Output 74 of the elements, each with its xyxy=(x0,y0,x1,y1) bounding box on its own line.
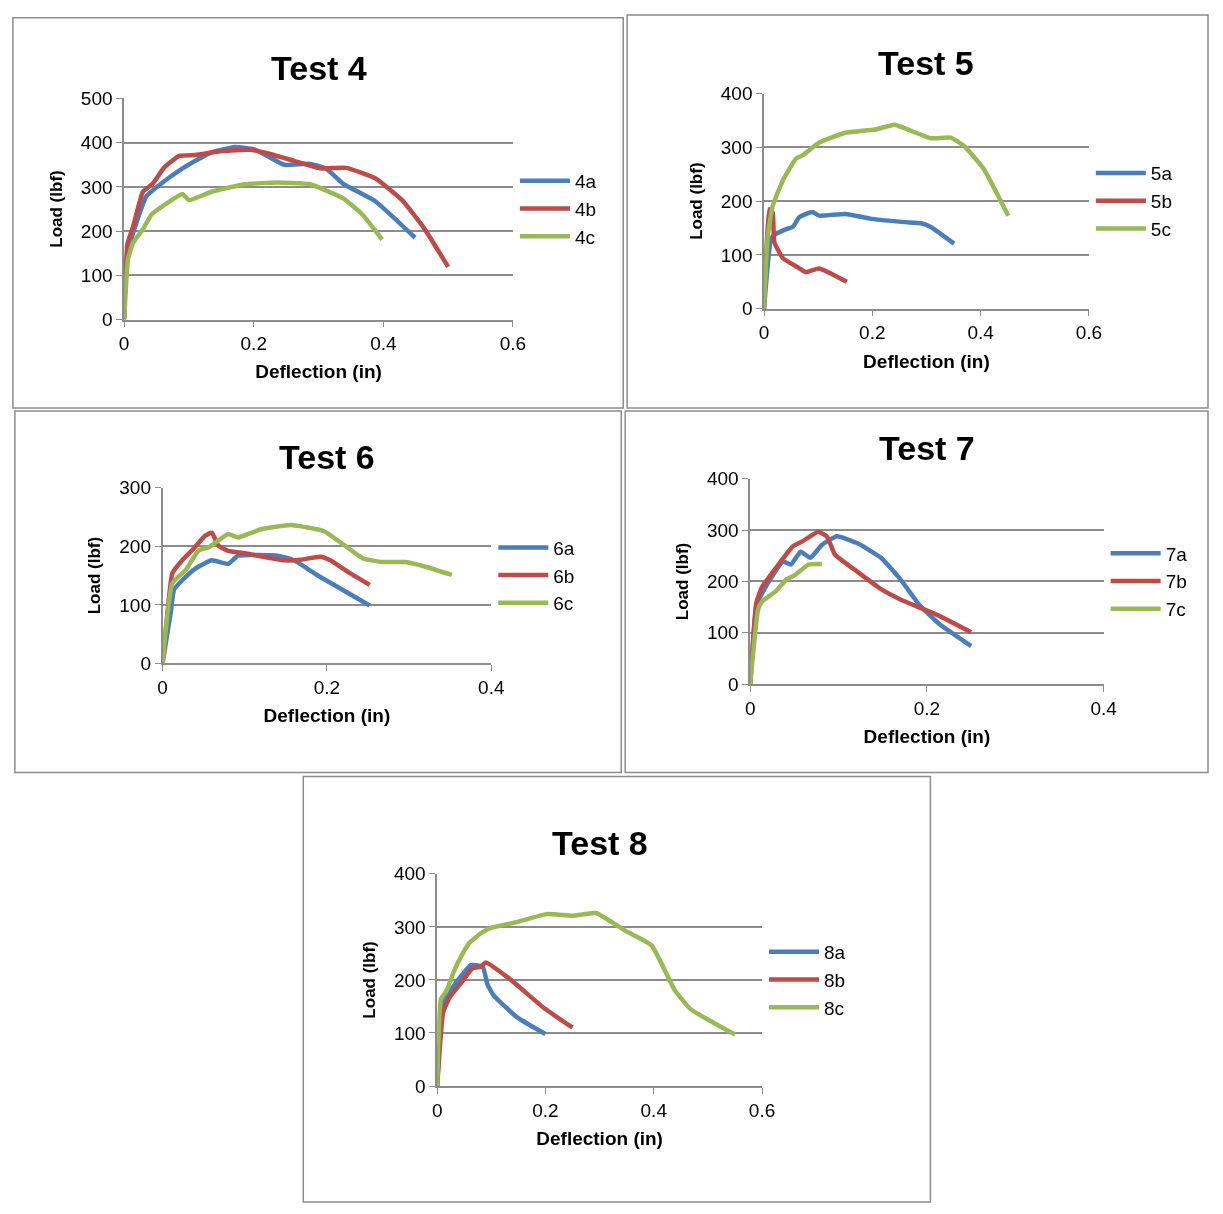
y-axis-title: Load (lbf) xyxy=(85,536,105,615)
legend-label: 4a xyxy=(574,171,597,193)
y-axis-title: Load (lbf) xyxy=(359,941,379,1019)
x-tick-label: 0.6 xyxy=(499,333,527,355)
x-tick-label: 0 xyxy=(431,1099,443,1121)
y-tick-label: 100 xyxy=(706,622,739,644)
line-series xyxy=(750,561,825,685)
x-tick-label: 0.2 xyxy=(313,677,341,699)
y-tick-label: 400 xyxy=(720,83,753,105)
legend-label: 7b xyxy=(1165,571,1187,593)
x-tick-label: 0.4 xyxy=(478,677,505,699)
legend-label: 6b xyxy=(553,565,575,587)
legend-label: 6c xyxy=(553,593,574,615)
y-tick-label: 500 xyxy=(80,88,113,110)
legend-label: 6a xyxy=(553,537,575,559)
chart-title: Test 5 xyxy=(878,44,974,82)
x-tick-label: 0.2 xyxy=(240,333,267,355)
y-tick-label: 400 xyxy=(706,468,739,490)
legend-label: 5c xyxy=(1150,218,1171,240)
y-tick-label: 0 xyxy=(415,1075,426,1097)
y-tick-label: 400 xyxy=(393,863,426,885)
line-series xyxy=(764,122,1011,309)
x-tick-label: 0.2 xyxy=(532,1099,559,1121)
y-tick-label: 200 xyxy=(80,220,113,242)
y-axis-title: Load (lbf) xyxy=(46,170,66,248)
x-axis-title: Deflection (in) xyxy=(863,350,990,372)
legend-label: 8c xyxy=(824,997,845,1019)
legend-label: 4c xyxy=(574,226,596,248)
line-series xyxy=(124,180,385,320)
y-tick-label: 100 xyxy=(720,244,753,266)
x-tick-label: 0 xyxy=(758,322,770,344)
y-tick-label: 100 xyxy=(119,594,151,616)
legend-label: 5b xyxy=(1150,191,1172,213)
legend-label: 4b xyxy=(574,198,597,220)
y-axis-title: Load (lbf) xyxy=(686,162,706,240)
y-tick-label: 200 xyxy=(706,571,739,593)
chart-title: Test 7 xyxy=(879,429,975,467)
legend-label: 7a xyxy=(1165,543,1188,565)
y-tick-label: 100 xyxy=(80,264,113,286)
y-tick-label: 100 xyxy=(393,1022,426,1044)
y-tick-label: 300 xyxy=(119,477,151,499)
legend-label: 8b xyxy=(824,969,846,991)
x-axis-title: Deflection (in) xyxy=(255,361,382,383)
y-tick-label: 0 xyxy=(140,653,151,675)
line-series xyxy=(162,522,455,664)
x-tick-label: 0.4 xyxy=(967,322,995,344)
x-tick-label: 0.6 xyxy=(1075,322,1103,344)
legend-label: 5a xyxy=(1150,163,1173,185)
x-tick-label: 0.4 xyxy=(370,333,397,355)
y-tick-label: 200 xyxy=(393,969,426,991)
chart-title: Test 6 xyxy=(279,438,375,476)
legend-label: 8a xyxy=(824,942,846,964)
y-tick-label: 300 xyxy=(706,519,739,541)
y-tick-label: 400 xyxy=(80,132,113,154)
x-tick-label: 0.6 xyxy=(748,1099,776,1121)
y-tick-label: 0 xyxy=(741,298,753,320)
x-tick-label: 0.4 xyxy=(1090,697,1118,719)
x-tick-label: 0.4 xyxy=(640,1099,668,1121)
x-axis-title: Deflection (in) xyxy=(263,705,391,727)
y-axis-title: Load (lbf) xyxy=(673,542,693,621)
y-tick-label: 300 xyxy=(720,136,753,158)
x-tick-label: 0 xyxy=(157,677,168,699)
y-tick-label: 300 xyxy=(393,916,426,938)
x-tick-label: 0.2 xyxy=(913,697,941,719)
x-axis-title: Deflection (in) xyxy=(536,1127,663,1149)
x-tick-label: 0.2 xyxy=(859,322,886,344)
y-tick-label: 300 xyxy=(80,176,113,198)
y-tick-label: 200 xyxy=(720,190,753,212)
x-axis-title: Deflection (in) xyxy=(863,725,991,747)
y-tick-label: 200 xyxy=(119,535,151,557)
legend-label: 7c xyxy=(1165,599,1186,621)
chart-title: Test 4 xyxy=(271,49,367,87)
chart-title: Test 8 xyxy=(552,824,648,862)
line-series xyxy=(437,910,738,1087)
